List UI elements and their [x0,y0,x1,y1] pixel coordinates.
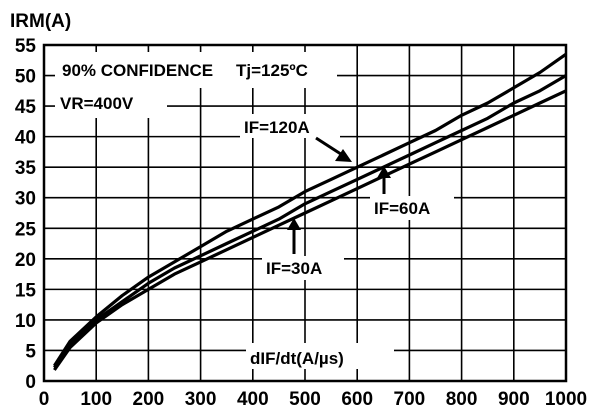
label-bg-60 [370,196,454,220]
series-lines [53,52,567,371]
y-tick-label: 50 [15,67,36,88]
confidence-label: 90% CONFIDENCE [62,61,213,80]
series-line-if120a [53,52,567,367]
vr-label-bg [55,88,167,118]
y-tick-label: 10 [15,311,36,332]
x-tick-label: 200 [133,389,165,410]
x-tick-label: 900 [498,389,530,410]
y-axis-title: IRM(A) [10,11,71,32]
series-line-if30a [53,89,567,371]
x-tick-label: 400 [237,389,269,410]
x-tick-label: 100 [80,389,112,410]
y-tick-label: 35 [15,158,37,179]
arrowhead-if60 [377,166,391,178]
arrowhead-if120 [335,149,352,162]
label-bg-120 [240,114,340,138]
series-label-if30: IF=30A [266,259,322,278]
x-tick-label: 600 [341,389,373,410]
y-tick-label: 45 [15,97,37,118]
series-line-if60a [53,74,567,369]
y-tick-label: 0 [25,372,36,393]
x-tick-label: 700 [394,389,426,410]
series-label-if60: IF=60A [374,199,430,218]
x-tick-label: 1000 [545,389,587,410]
series-label-if120: IF=120A [244,118,310,137]
label-bg-30 [262,256,344,280]
x-axis-title: dIF/dt(A/µs) [250,349,344,368]
confidence-label-bg [55,52,337,88]
arrowhead-if30 [287,218,301,230]
x-tick-label: 800 [446,389,478,410]
x-tick-label: 300 [185,389,217,410]
y-tick-label: 5 [25,341,36,362]
x-tick-label: 500 [289,389,321,410]
x-axis-title-bg [246,343,394,369]
y-tick-label: 25 [15,219,37,240]
y-tick-label: 30 [15,189,36,210]
vr-label: VR=400V [60,94,134,113]
y-tick-label: 40 [15,128,36,149]
x-tick-label: 0 [39,389,50,410]
y-tick-label: 20 [15,250,36,271]
y-tick-label: 55 [15,36,37,57]
tick-labels: 0 100 200 300 400 500 600 700 800 900 1000 0 5 10 15 20… [15,36,587,410]
plot-frame [42,43,568,383]
tj-label: Tj=125ºC [236,61,308,80]
y-tick-label: 15 [15,280,37,301]
